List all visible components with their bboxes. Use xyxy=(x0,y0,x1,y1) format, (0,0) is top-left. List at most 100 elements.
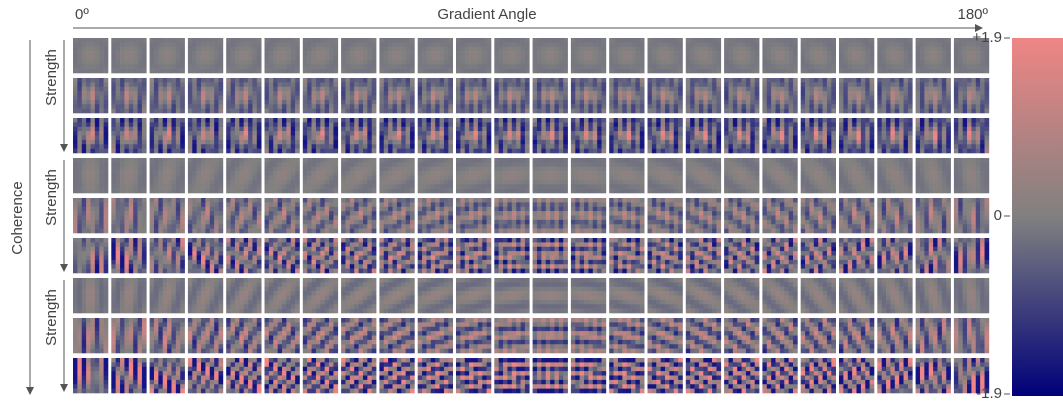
filter-pixel xyxy=(99,166,104,172)
filter-pixel xyxy=(886,99,891,105)
filter-pixel xyxy=(852,86,857,92)
filter-pixel xyxy=(588,68,594,74)
filter-pixel xyxy=(762,68,768,74)
filter-tile xyxy=(532,38,568,74)
filter-pixel xyxy=(915,95,921,101)
filter-pixel xyxy=(617,38,623,43)
filter-pixel xyxy=(588,139,594,145)
filter-pixel xyxy=(907,82,913,88)
filter-pixel xyxy=(860,148,866,154)
filter-pixel xyxy=(516,59,521,65)
filter-pixel xyxy=(712,95,717,101)
filter-pixel xyxy=(209,46,215,52)
filter-pixel xyxy=(579,59,585,65)
filter-pixel xyxy=(852,99,857,105)
filter-pixel xyxy=(775,55,781,61)
filter-pixel xyxy=(741,99,747,105)
filter-pixel xyxy=(536,99,542,105)
filter-pixel xyxy=(980,64,985,69)
filter-pixel xyxy=(541,104,547,109)
filter-pixel xyxy=(315,139,321,145)
filter-pixel xyxy=(712,148,717,154)
filter-pixel xyxy=(187,144,193,149)
filter-pixel xyxy=(869,86,875,92)
filter-pixel xyxy=(800,68,806,74)
filter-pixel xyxy=(307,126,312,132)
filter-pixel xyxy=(818,68,823,74)
filter-pixel xyxy=(103,51,109,56)
filter-pixel xyxy=(941,46,947,52)
filter-pixel xyxy=(248,91,253,96)
filter-pixel xyxy=(73,175,78,181)
filter-pixel xyxy=(741,131,747,136)
filter-pixel xyxy=(532,82,538,88)
filter-pixel xyxy=(843,139,849,145)
filter-pixel xyxy=(141,82,147,88)
filter-pixel xyxy=(707,46,713,52)
filter-pixel xyxy=(550,51,555,56)
filter-pixel xyxy=(103,108,109,114)
filter-pixel xyxy=(167,55,172,61)
filter-pixel xyxy=(410,86,415,92)
filter-pixel xyxy=(111,42,116,48)
filter-pixel xyxy=(745,51,751,56)
filter-pixel xyxy=(111,171,116,176)
filter-pixel xyxy=(239,135,244,141)
filter-pixel xyxy=(937,86,943,92)
filter-tile xyxy=(494,38,530,74)
filter-pixel xyxy=(209,78,215,83)
filter-pixel xyxy=(81,91,87,96)
filter-pixel xyxy=(498,99,504,105)
filter-pixel xyxy=(333,131,339,136)
filter-pixel xyxy=(187,86,193,92)
filter-pixel xyxy=(877,95,882,101)
filter-pixel xyxy=(218,64,224,69)
filter-pixel xyxy=(698,104,704,109)
filter-pixel xyxy=(73,144,78,149)
filter-pixel xyxy=(175,64,181,69)
filter-pixel xyxy=(869,68,875,74)
filter-pixel xyxy=(967,46,972,52)
filter-pixel xyxy=(588,95,594,101)
filter-pixel xyxy=(214,135,219,141)
filter-pixel xyxy=(141,162,147,168)
filter-pixel xyxy=(588,104,594,109)
filter-pixel xyxy=(192,99,197,105)
filter-pixel xyxy=(716,95,722,101)
filter-pixel xyxy=(622,108,627,114)
filter-pixel xyxy=(597,51,602,56)
filter-pixel xyxy=(558,51,564,56)
filter-pixel xyxy=(575,78,580,83)
filter-pixel xyxy=(226,118,231,123)
filter-pixel xyxy=(886,42,891,48)
filter-pixel xyxy=(584,64,589,69)
filter-pixel xyxy=(410,148,415,154)
filter-pixel xyxy=(597,38,602,43)
filter-pixel xyxy=(162,148,168,154)
filter-pixel xyxy=(631,86,636,92)
filter-pixel xyxy=(494,131,499,136)
filter-pixel xyxy=(162,46,168,52)
filter-pixel xyxy=(99,135,104,141)
filter-pixel xyxy=(563,42,568,48)
filter-pixel xyxy=(937,78,943,83)
filter-pixel xyxy=(392,46,398,52)
filter-pixel xyxy=(103,144,109,149)
filter-pixel xyxy=(226,64,231,69)
filter-pixel xyxy=(516,38,521,43)
filter-pixel xyxy=(243,139,249,145)
filter-pixel xyxy=(439,55,445,61)
filter-pixel xyxy=(383,86,389,92)
filter-pixel xyxy=(647,135,653,141)
filter-pixel xyxy=(651,64,657,69)
filter-pixel xyxy=(826,95,832,101)
filter-pixel xyxy=(248,135,253,141)
filter-pixel xyxy=(192,38,197,43)
filter-pixel xyxy=(980,42,985,48)
filter-pixel xyxy=(111,91,116,96)
filter-pixel xyxy=(171,148,177,154)
filter-pixel xyxy=(784,135,789,141)
filter-pixel xyxy=(124,64,130,69)
filter-pixel xyxy=(750,82,756,88)
filter-pixel xyxy=(167,86,172,92)
